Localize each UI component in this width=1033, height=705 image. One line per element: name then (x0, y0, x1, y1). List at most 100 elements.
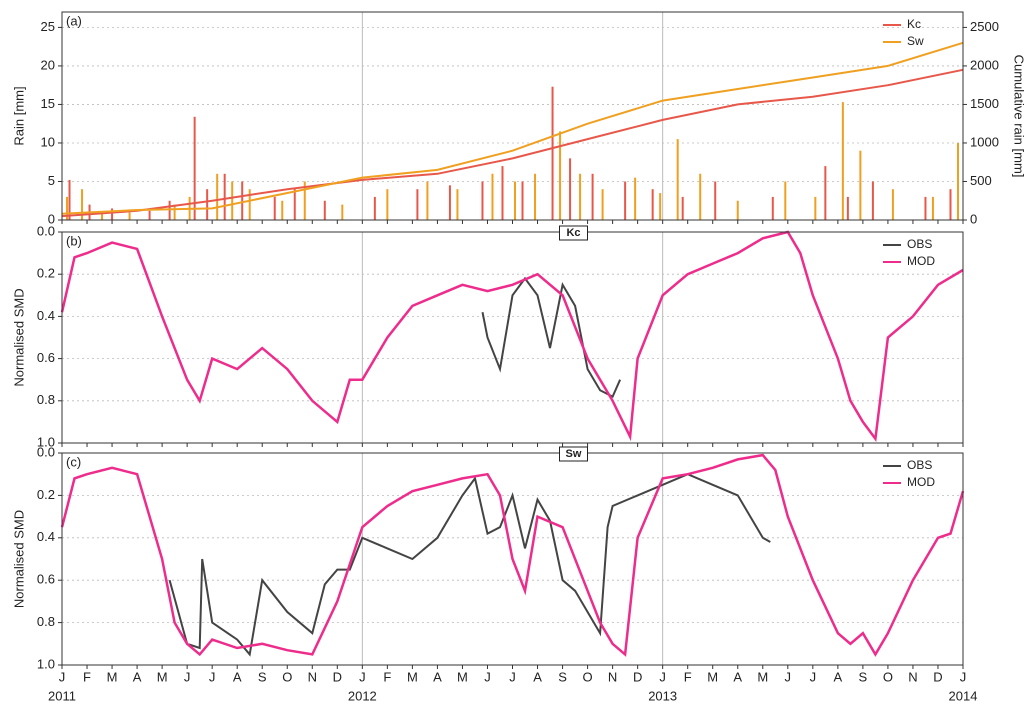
series-line (168, 473, 771, 657)
legend-label: OBS (907, 237, 932, 251)
rain-bar (448, 185, 451, 220)
rain-bar (416, 189, 419, 220)
x-tick-label: A (433, 669, 442, 684)
legend-label: Kc (907, 17, 921, 31)
site-box (559, 225, 588, 241)
rain-bar (81, 189, 84, 220)
rain-bar (681, 196, 684, 220)
x-tick-label: M (757, 669, 768, 684)
site-label: Kc (566, 227, 580, 239)
rain-bar (206, 189, 209, 220)
panel-label: (a) (66, 13, 82, 28)
year-label: 2012 (348, 688, 377, 703)
rain-bar (601, 189, 604, 220)
series-line (61, 41, 964, 215)
rain-bar (551, 86, 554, 221)
legend-label: Sw (907, 34, 924, 48)
x-tick-label: S (258, 669, 267, 684)
x-tick-label: D (333, 669, 342, 684)
x-tick-label: N (308, 669, 317, 684)
rain-bar (273, 196, 276, 220)
x-tick-label: J (484, 669, 491, 684)
rain-bar (223, 173, 226, 220)
x-tick-label: J (359, 669, 366, 684)
rain-bar (514, 181, 517, 220)
x-tick-label: D (633, 669, 642, 684)
x-tick-label: M (457, 669, 468, 684)
x-tick-label: F (383, 669, 391, 684)
x-tick-label: J (810, 669, 817, 684)
rain-bar (111, 208, 114, 220)
rain-bar (66, 196, 69, 220)
y2-tick-label: 2500 (970, 19, 999, 34)
y-tick-label: 0.4 (37, 308, 55, 323)
y-tick-label: 0.4 (37, 529, 55, 544)
rain-bar (521, 181, 524, 220)
x-tick-label: J (184, 669, 191, 684)
x-tick-label: J (209, 669, 216, 684)
legend-label: MOD (907, 254, 935, 268)
y-tick-label: 0.2 (37, 266, 55, 281)
x-tick-label: A (533, 669, 542, 684)
rain-bar (924, 196, 927, 220)
rain-bar (173, 204, 176, 220)
x-tick-label: A (834, 669, 843, 684)
rain-bar (373, 196, 376, 220)
rain-bar (956, 142, 959, 220)
x-tick-label: O (883, 669, 893, 684)
y-tick-label: 0.8 (37, 614, 55, 629)
x-tick-label: J (659, 669, 666, 684)
y-tick-label: 0.6 (37, 350, 55, 365)
rain-bar (501, 166, 504, 220)
x-tick-label: J (59, 669, 66, 684)
rain-bar (281, 200, 284, 220)
rain-bar (871, 181, 874, 220)
y-tick-label: 0.0 (37, 223, 55, 238)
year-label: 2013 (648, 688, 677, 703)
rain-bar (248, 189, 251, 220)
y-tick-label: 15 (41, 96, 55, 111)
y-tick-label: 1.0 (37, 656, 55, 671)
rain-bar (771, 196, 774, 220)
rain-bar (736, 200, 739, 220)
y-tick-label: 20 (41, 57, 55, 72)
x-tick-label: M (707, 669, 718, 684)
series-line (60, 453, 965, 657)
x-tick-label: J (785, 669, 792, 684)
year-label: 2011 (48, 688, 76, 703)
rain-bar (559, 131, 562, 220)
y-axis-label: Rain [mm] (11, 86, 26, 145)
y-tick-label: 10 (41, 134, 55, 149)
x-tick-label: M (107, 669, 118, 684)
panel-label: (c) (66, 454, 81, 469)
x-tick-label: J (509, 669, 516, 684)
rain-bar (456, 189, 459, 220)
y2-tick-label: 1000 (970, 134, 999, 149)
rain-bar (293, 189, 296, 220)
y2-tick-label: 500 (970, 173, 992, 188)
rain-bar (241, 181, 244, 220)
y-tick-label: 1.0 (37, 434, 55, 449)
y-tick-label: 25 (41, 19, 55, 34)
rain-bar (193, 116, 196, 220)
series-line (61, 68, 964, 218)
rain-bar (128, 212, 131, 220)
y2-tick-label: 0 (970, 211, 977, 226)
y2-tick-label: 1500 (970, 96, 999, 111)
site-box (559, 446, 588, 462)
x-tick-label: F (684, 669, 692, 684)
rain-bar (323, 200, 326, 220)
rain-bar (231, 181, 234, 220)
y-tick-label: 0.8 (37, 392, 55, 407)
rain-bar (386, 189, 389, 220)
site-label: Sw (566, 448, 582, 460)
rain-bar (931, 196, 934, 220)
rain-bar (101, 212, 104, 220)
x-tick-label: A (233, 669, 242, 684)
rain-bar (714, 181, 717, 220)
x-tick-label: N (608, 669, 617, 684)
rain-bar (591, 173, 594, 220)
legend-label: MOD (907, 475, 935, 489)
rain-bar (426, 181, 429, 220)
